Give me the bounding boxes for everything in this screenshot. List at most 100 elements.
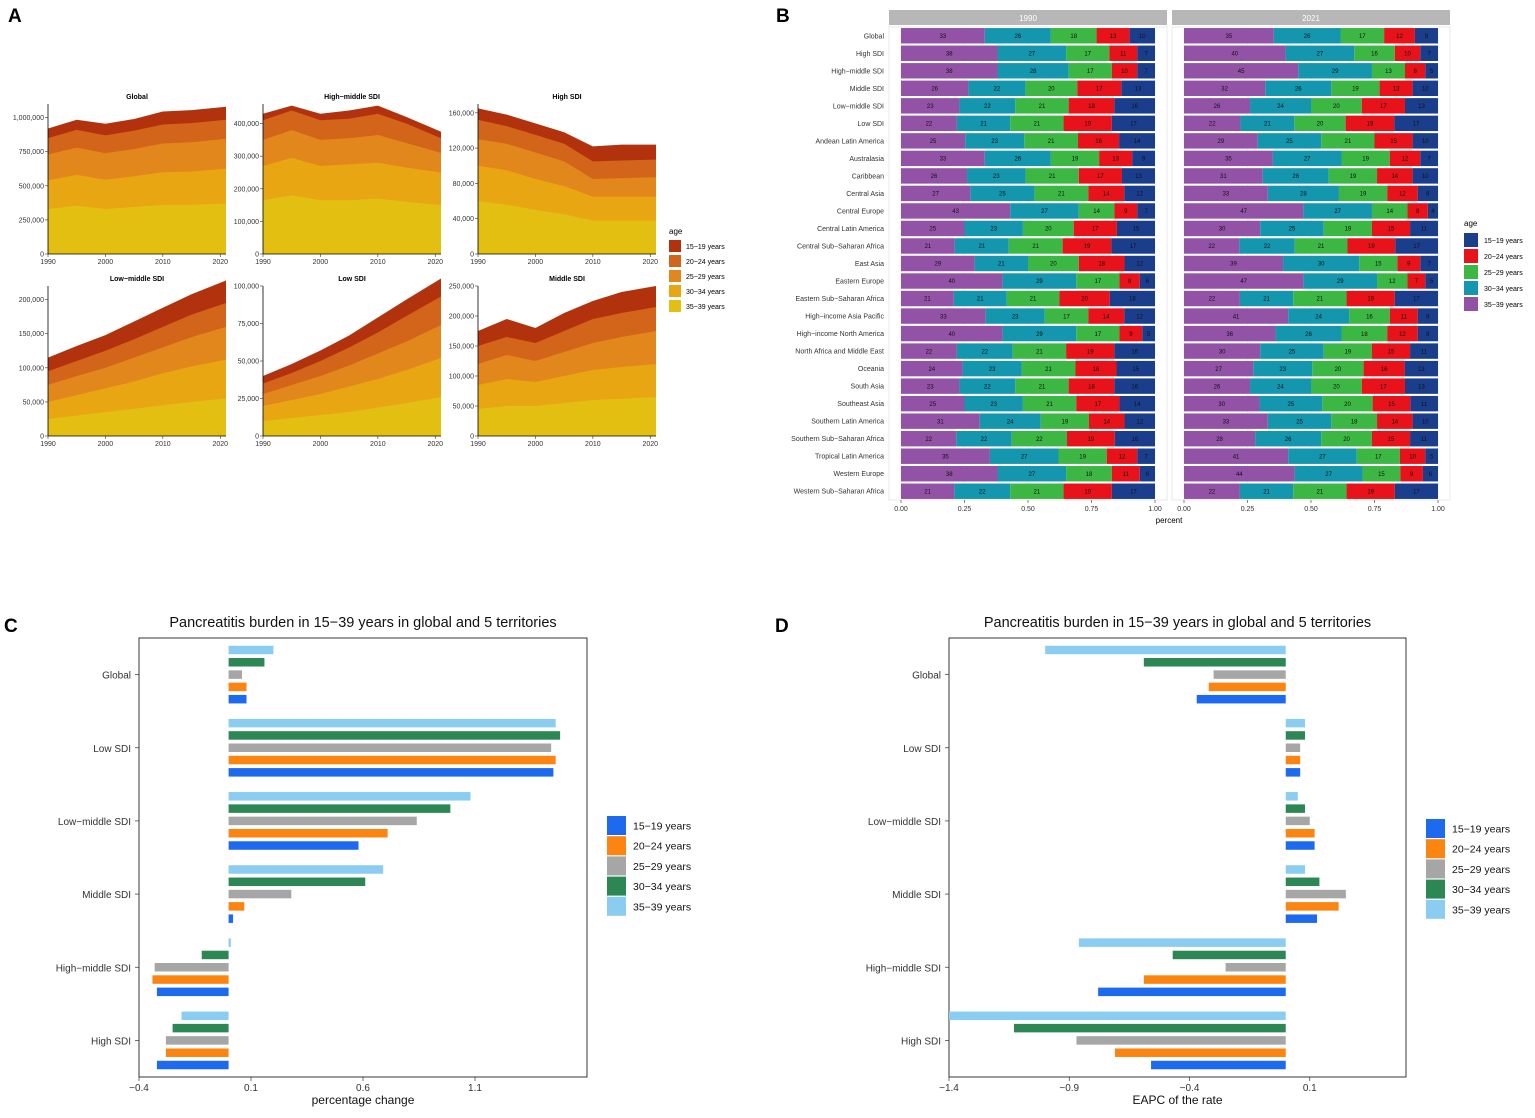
bar-segment-eastern-sub-saharan-africa-20-24-years [1059,290,1110,307]
bar-segment-east-asia-15-19-years [1124,255,1155,272]
bar-label: 21 [980,122,987,128]
bar-segment-western-sub-saharan-africa-15-19-years [1111,483,1155,499]
bar-segment-southern-sub-saharan-africa-15-19-years [1410,430,1438,447]
bar-middle-sdi-15-19-years [1285,914,1318,923]
bar-label: 14 [1391,419,1398,425]
bar-segment-north-africa-and-middle-east-15-19-years [1410,343,1438,359]
bar-segment-southern-latin-america-15-19-years [1412,413,1438,429]
x-tick-label: 2020 [427,441,443,448]
bar-segment-western-sub-saharan-africa-20-24-years [1063,483,1112,499]
x-tick-label: 0.1 [1303,1083,1317,1094]
bar-segment-southeast-asia-25-29-years [1022,395,1077,412]
bar-label: 19 [1360,192,1367,198]
bar-label: 12 [1136,314,1143,320]
bar-label: 13 [1385,69,1392,75]
category-label: Low−middle SDI [868,817,941,828]
bar-segment-australasia-20-24-years [1099,150,1133,167]
area-35-39-years [48,398,226,436]
bar-segment-oceania-30-34-years [1253,360,1313,377]
bar-segment-central-asia-25-29-years [1338,185,1388,202]
bar-segment-eastern-sub-saharan-africa-30-34-years [1239,290,1294,307]
bar-segment-central-latin-america-30-34-years [1260,220,1324,237]
bar-label: 18 [1088,104,1095,110]
bar-label: 18 [1129,297,1136,303]
legend-label: 25−29 years [1484,270,1523,277]
bar-segment-australasia-15-19-years [1420,150,1438,167]
bar-label: 23 [990,402,997,408]
bar-segment-southern-sub-saharan-africa-30-34-years [956,430,1012,447]
bar-segment-caribbean-25-29-years [1328,168,1378,184]
bar-high-sdi-15-19-years [1151,1060,1286,1070]
bar-segment-high-income-asia-pacific-25-29-years [1349,308,1390,324]
bar-label: 19 [1061,419,1068,425]
bar-segment-caribbean-30-34-years [967,168,1026,184]
bar-label: 24 [1315,314,1322,320]
bar-segment-high-sdi-30-34-years [1285,45,1355,61]
bar-segment-central-latin-america-35-39-years [901,220,965,237]
bar-label: 27 [1028,51,1035,57]
bar-middle-sdi-20-24-years [1285,902,1339,911]
bar-segment-caribbean-30-34-years [1262,168,1329,184]
bar-label: 17 [1130,489,1137,495]
bar-label: 15 [1375,262,1382,268]
bar-segment-south-asia-35-39-years [1184,378,1251,394]
x-tick-label: −0.9 [1059,1083,1079,1094]
bar-label: 14 [1103,314,1110,320]
bar-label: 18 [1351,419,1358,425]
bar-segment-eastern-europe-35-39-years [901,273,1003,289]
x-axis-title: EAPC of the rate [1132,1093,1222,1107]
bar-label: 11 [1421,437,1428,443]
area-35-39-years [478,397,656,436]
bar-label: 29 [1332,69,1339,75]
bar-label: 23 [993,174,1000,180]
bar-high-middle-sdi-15-19-years [1098,987,1286,997]
bar-segment-oceania-15-19-years [1404,360,1438,377]
bar-segment-southern-sub-saharan-africa-25-29-years [1011,430,1067,447]
category-label: Middle SDI [850,86,884,93]
bar-segment-western-sub-saharan-africa-35-39-years [1184,483,1240,499]
bar-label: 19 [1367,297,1374,303]
bar-high-middle-sdi-35-39-years [1078,938,1286,947]
bar-high-sdi-15-19-years [156,1060,229,1070]
bar-label: 23 [990,227,997,233]
bar-label: 10 [1404,51,1411,57]
bar-segment-western-sub-saharan-africa-30-34-years [954,483,1011,499]
bar-low-middle-sdi-30-34-years [1285,804,1305,813]
chart-title: Pancreatitis burden in 15−39 years in gl… [169,615,556,631]
y-tick-label: 40,000 [453,216,475,223]
x-tick-label: 2000 [528,259,544,266]
bar-segment-high-middle-sdi-35-39-years [1184,63,1299,79]
x-tick-label: −1.4 [939,1083,959,1094]
y-tick-label: 500,000 [19,183,44,190]
bar-label: 21 [1034,122,1041,128]
legend-swatch [669,300,681,312]
bar-label: 40 [948,332,955,338]
bar-segment-andean-latin-america-25-29-years [1024,133,1079,149]
legend-swatch [1426,879,1445,899]
bar-low-middle-sdi-15-19-years [228,841,359,850]
bar-label: 17 [1380,104,1387,110]
bar-label: 17 [1380,384,1387,390]
bar-label: 13 [1110,34,1117,40]
bar-label: 21 [1039,104,1046,110]
bar-segment-central-asia-30-34-years [1267,185,1339,202]
bar-label: 22 [981,437,988,443]
bar-segment-central-europe-30-34-years [1303,203,1372,219]
bar-segment-global-35-39-years [901,28,985,44]
bar-segment-south-asia-15-19-years [1114,378,1155,394]
bar-label: 10 [1121,69,1128,75]
bar-segment-caribbean-25-29-years [1025,168,1079,184]
bar-label: 16 [1131,384,1138,390]
bar-label: 17 [1092,227,1099,233]
bar-segment-central-europe-35-39-years [901,203,1011,219]
bar-segment-south-asia-30-34-years [1250,378,1311,394]
bar-label: 4 [1431,209,1435,215]
y-tick-label: 0 [40,252,44,259]
bar-middle-sdi-15-19-years [228,914,234,923]
x-tick-label: 2000 [98,259,114,266]
legend-label: 25−29 years [1452,864,1510,876]
bar-label: 17 [1413,244,1420,250]
bar-segment-central-europe-15-19-years [1137,203,1155,219]
category-label: Low SDI [858,121,885,128]
x-tick-label: 1990 [470,259,486,266]
